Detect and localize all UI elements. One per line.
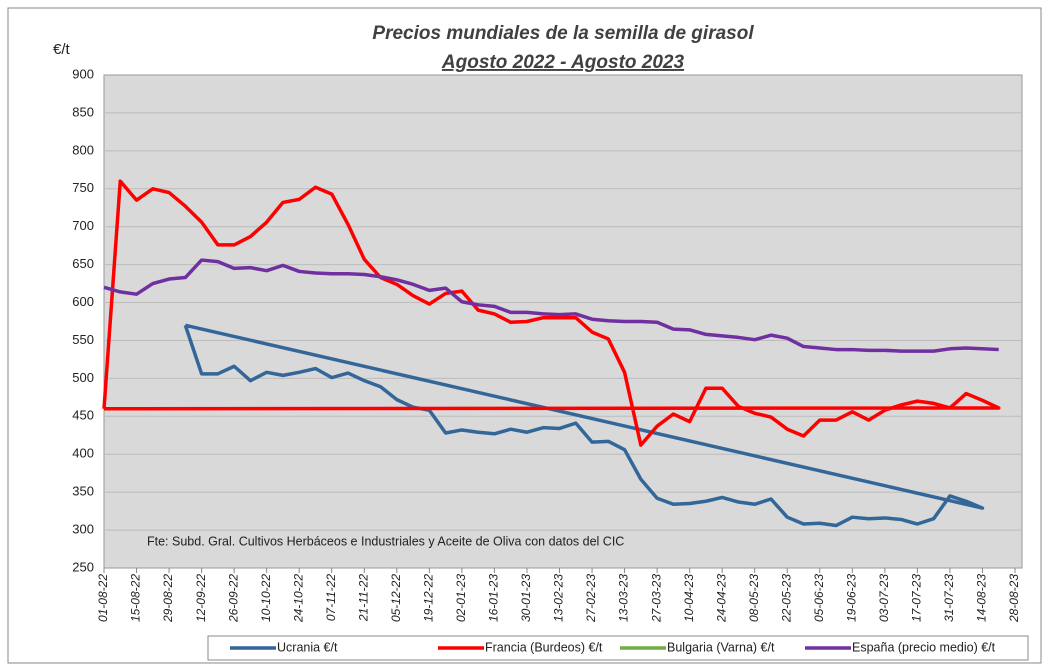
x-tick-label: 03-07-23 [877,574,891,622]
y-tick-label: 600 [72,294,94,309]
y-tick-label: 450 [72,408,94,423]
x-tick-label: 19-12-22 [422,574,436,622]
x-tick-label: 10-10-22 [259,574,273,622]
y-tick-label: 350 [72,484,94,499]
legend-label: España (precio medio) €/t [852,640,996,654]
x-tick-label: 05-12-22 [389,574,403,622]
legend [207,635,1029,661]
y-tick-label: 700 [72,218,94,233]
y-tick-label: 750 [72,180,94,195]
legend-label: Bulgaria (Varna) €/t [667,640,775,654]
plot-area [103,74,1023,569]
chart-title: Precios mundiales de la semilla de giras… [372,23,754,44]
x-tick-label: 24-10-22 [291,574,305,623]
y-tick-label: 400 [72,446,94,461]
x-tick-label: 07-11-22 [324,574,338,621]
series-line [103,258,999,353]
y-axis-label: €/t [53,41,71,58]
x-tick-label: 30-01-23 [519,574,533,622]
x-tick-label: 24-04-23 [714,574,728,623]
x-tick-label: 21-11-22 [356,574,370,622]
y-tick-label: 850 [72,104,94,119]
y-tick-label: 550 [72,332,94,347]
x-tick-label: 19-06-23 [844,574,858,622]
x-tick-label: 22-05-23 [779,574,793,623]
y-tick-label: 500 [72,370,94,385]
x-tick-label: 13-02-23 [552,574,566,622]
legend-label: Francia (Burdeos) €/t [485,640,603,654]
y-tick-label: 800 [72,142,94,157]
y-tick-label: 900 [72,66,94,81]
x-tick-label: 02-01-23 [454,574,468,622]
series-line [102,179,1001,447]
x-tick-label: 17-07-23 [910,574,924,622]
y-tick-label: 300 [72,522,94,537]
series-line [183,323,985,528]
x-tick-label: 27-03-23 [649,574,663,623]
y-tick-label: 650 [72,256,94,271]
annotation: Fte: Subd. Gral. Cultivos Herbáceos e In… [147,534,624,548]
x-tick-label: 31-07-23 [942,574,956,622]
chart-subtitle: Agosto 2022 - Agosto 2023 [441,52,685,73]
x-tick-label: 28-08-23 [1007,574,1021,623]
x-tick-label: 29-08-22 [161,574,175,623]
x-tick-label: 16-01-23 [487,574,501,622]
x-tick-label: 13-03-23 [617,574,631,622]
x-tick-label: 01-08-22 [96,574,110,622]
x-tick-label: 14-08-23 [975,574,989,622]
legend-label: Ucrania €/t [277,640,338,654]
x-tick-label: 26-09-22 [226,574,240,623]
x-tick-label: 10-04-23 [682,574,696,622]
x-tick-label: 15-08-22 [129,574,143,622]
x-tick-label: 05-06-23 [812,574,826,622]
x-tick-label: 27-02-23 [584,574,598,623]
x-tick-label: 08-05-23 [747,574,761,622]
y-tick-label: 250 [72,559,94,574]
x-tick-label: 12-09-22 [194,574,208,622]
